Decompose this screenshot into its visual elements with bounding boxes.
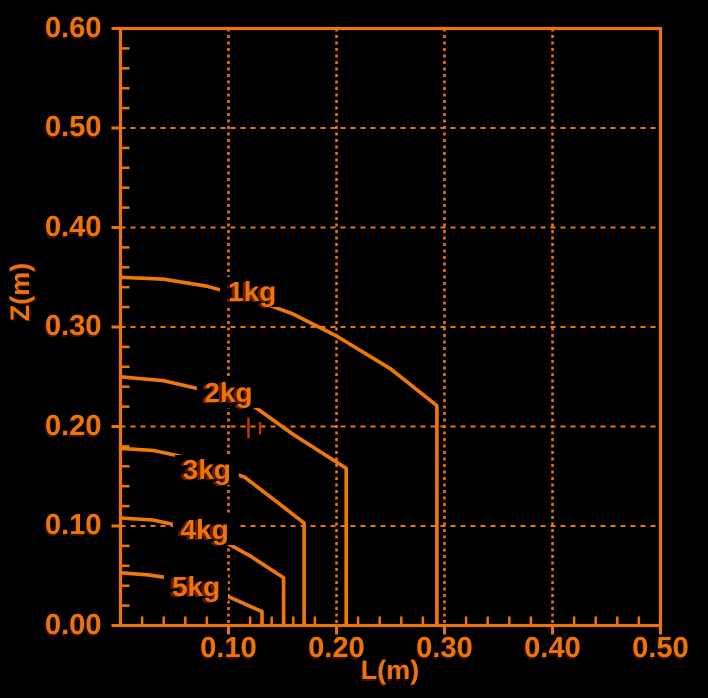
capacity-curve-1kg — [120, 275, 439, 626]
y-tick-label: 0.40 — [45, 210, 102, 243]
y-tick-label: 0.60 — [45, 11, 102, 44]
curve-label-4kg: 4kg — [172, 515, 237, 546]
x-tick-label: 0.50 — [632, 631, 689, 664]
y-tick-label: 0.00 — [45, 608, 102, 641]
x-axis-title: L(m) — [360, 655, 420, 685]
x-tick-label: 0.20 — [308, 631, 365, 664]
plot-border — [118, 26, 663, 628]
x-tick-label: 0.40 — [524, 631, 581, 664]
curve-label-1kg: 1kg — [220, 277, 285, 308]
y-tick-label: 0.50 — [45, 111, 102, 143]
curve-label-5kg: 5kg — [163, 571, 229, 602]
curve-label-3kg: 3kg — [174, 455, 240, 486]
y-tick-label: 0.30 — [45, 310, 102, 342]
x-tick-label: 0.30 — [416, 631, 473, 664]
y-tick-label: 0.20 — [45, 409, 102, 442]
x-tick-label: 0.10 — [200, 631, 257, 664]
curve-label-2kg: 2kg — [196, 377, 261, 408]
y-tick-label: 0.10 — [45, 509, 102, 541]
capacity-curve-2kg — [120, 375, 348, 626]
